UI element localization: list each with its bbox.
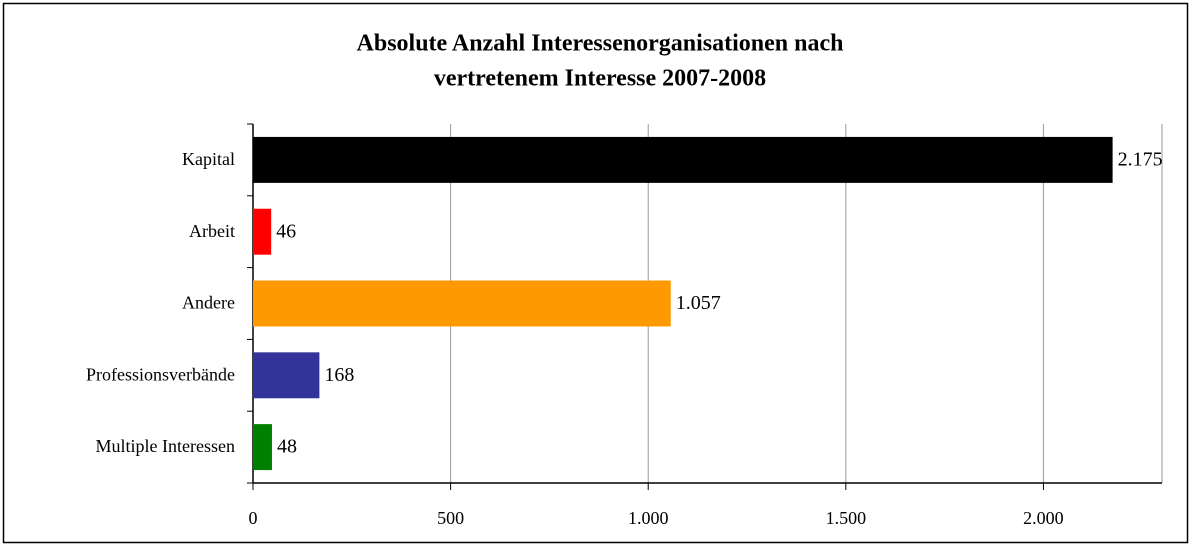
chart-title: Absolute Anzahl Interessenorganisationen…: [357, 31, 844, 57]
x-tick-label: 2.000: [1023, 508, 1064, 528]
y-tick-label: Professionsverbände: [86, 364, 235, 384]
value-label: 48: [277, 436, 297, 458]
value-label: 2.175: [1118, 148, 1163, 170]
x-tick-label: 1.000: [628, 508, 669, 528]
x-tick-label: 1.500: [826, 508, 867, 528]
bar: [253, 424, 272, 471]
bar: [253, 280, 671, 327]
y-tick-label: Andere: [182, 293, 235, 313]
bar: [253, 208, 272, 255]
y-tick-label: Multiple Interessen: [96, 436, 235, 456]
chart-title: vertretenem Interesse 2007-2008: [434, 66, 766, 92]
value-label: 1.057: [676, 292, 721, 314]
y-tick-label: Arbeit: [189, 221, 235, 241]
bar: [253, 136, 1113, 183]
y-tick-label: Kapital: [182, 149, 235, 169]
x-tick-label: 500: [437, 508, 464, 528]
bar: [253, 352, 320, 399]
x-tick-label: 0: [249, 508, 258, 528]
value-label: 168: [324, 364, 354, 386]
value-label: 46: [276, 220, 296, 242]
